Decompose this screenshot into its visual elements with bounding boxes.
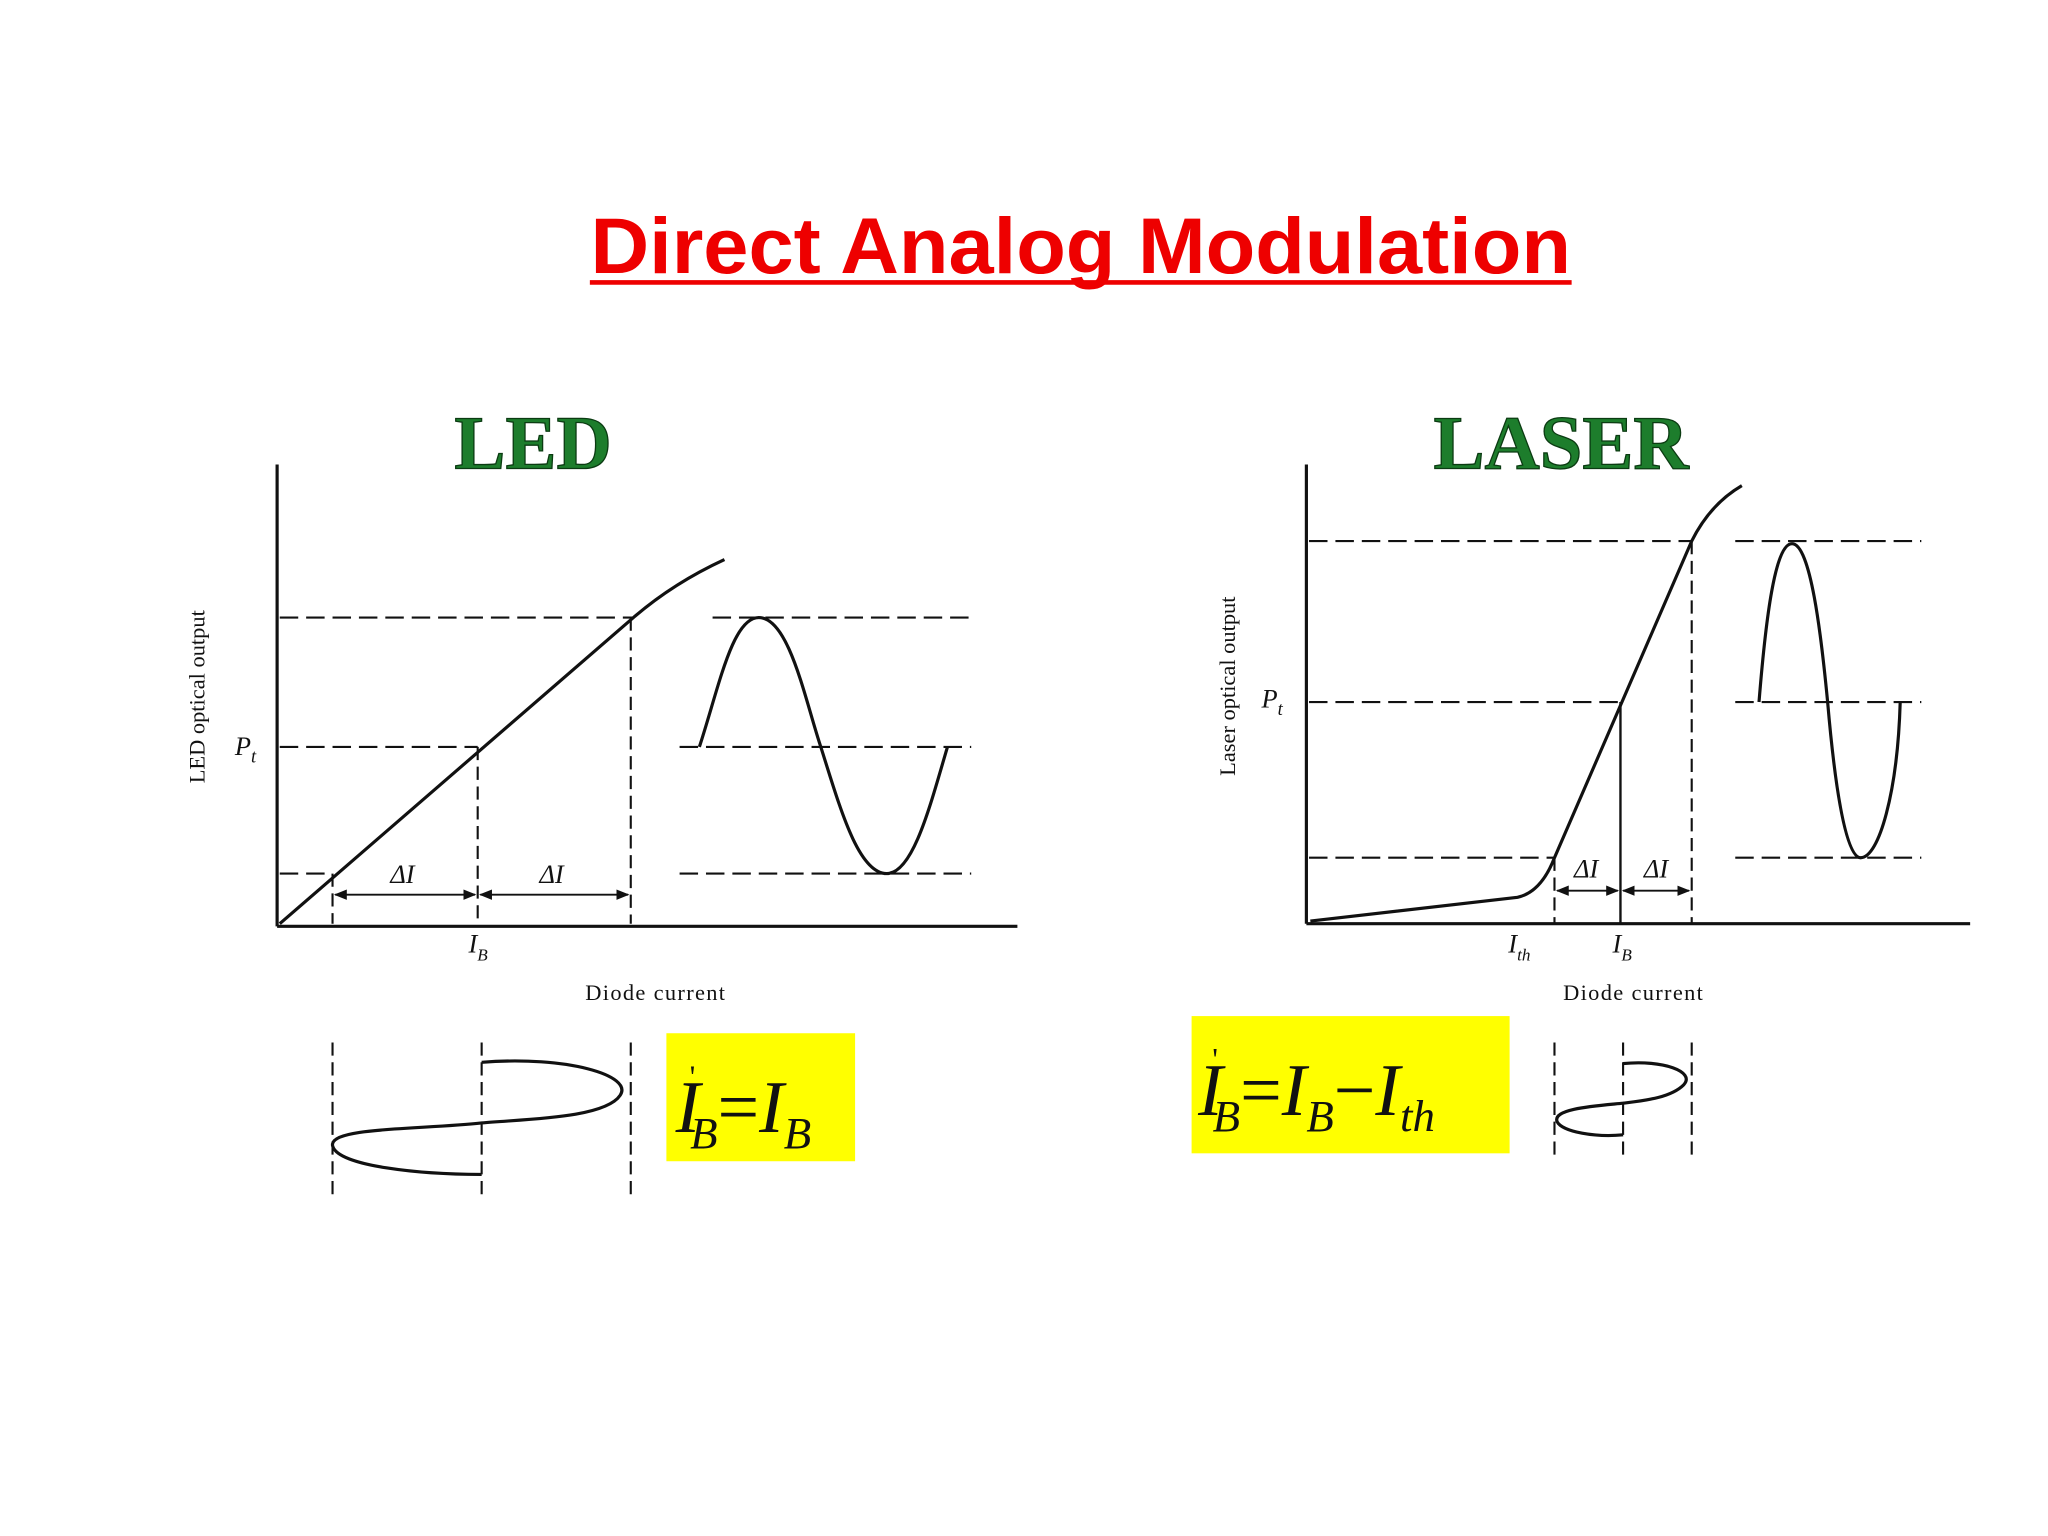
laser-characteristic	[1310, 484, 1743, 923]
symbol: I	[758, 1066, 787, 1148]
x-axis-label: Diode current	[585, 980, 726, 1005]
symbol: I	[1507, 929, 1518, 959]
subscript: B	[1213, 1091, 1240, 1141]
output-waveform	[1757, 542, 1902, 860]
delta-label: ΔI	[1573, 854, 1599, 884]
subscript: th	[1517, 946, 1530, 965]
panel-heading: LASER	[1434, 400, 1690, 485]
subscript: t	[251, 747, 257, 767]
subscript: B	[1306, 1091, 1333, 1141]
y-axis-label: LED optical output	[185, 609, 210, 783]
led-characteristic	[278, 558, 726, 925]
power-label: Pt	[234, 731, 257, 767]
output-waveform	[697, 615, 949, 876]
subscript: B	[477, 946, 488, 965]
equation: I' B=IB−Ith	[1197, 1042, 1435, 1141]
slide-title: Direct Analog Modulation	[591, 201, 1571, 290]
delta-label: ΔI	[1643, 854, 1669, 884]
subscript: th	[1400, 1091, 1435, 1141]
symbol: P	[1261, 683, 1278, 713]
equation-box	[666, 1033, 856, 1162]
operator: =	[1240, 1049, 1282, 1131]
prime: '	[1212, 1042, 1218, 1077]
symbol: I	[1197, 1049, 1226, 1131]
symbol: I	[1612, 929, 1623, 959]
current-label: IB	[467, 929, 488, 965]
equation: I' B=IB	[675, 1059, 812, 1158]
input-waveform	[1555, 1061, 1688, 1138]
led-panel: LED LED optical output Diode current ΔI …	[185, 400, 1018, 1195]
symbol: I	[467, 929, 478, 959]
power-label: Pt	[1261, 683, 1284, 719]
prime: '	[690, 1059, 696, 1094]
symbol: I	[675, 1066, 704, 1148]
subscript: B	[1621, 946, 1632, 965]
current-label: IB	[1612, 929, 1633, 965]
y-axis-label: Laser optical output	[1215, 596, 1240, 776]
panel-heading: LED	[454, 400, 611, 485]
x-axis-label: Diode current	[1563, 980, 1704, 1005]
subscript: t	[1278, 699, 1284, 719]
subscript: B	[690, 1108, 717, 1158]
symbol: I	[1374, 1049, 1403, 1131]
delta-label: ΔI	[538, 859, 564, 889]
input-waveform	[330, 1059, 624, 1177]
laser-panel: LASER Laser optical output Diode current…	[1191, 400, 1971, 1159]
operator: −	[1334, 1049, 1376, 1131]
subscript: B	[784, 1108, 811, 1158]
symbol: I	[1281, 1049, 1310, 1131]
operator: =	[718, 1066, 760, 1148]
equation-box	[1191, 1016, 1510, 1154]
delta-label: ΔI	[389, 859, 415, 889]
symbol: P	[234, 731, 251, 761]
current-label: Ith	[1507, 929, 1530, 965]
